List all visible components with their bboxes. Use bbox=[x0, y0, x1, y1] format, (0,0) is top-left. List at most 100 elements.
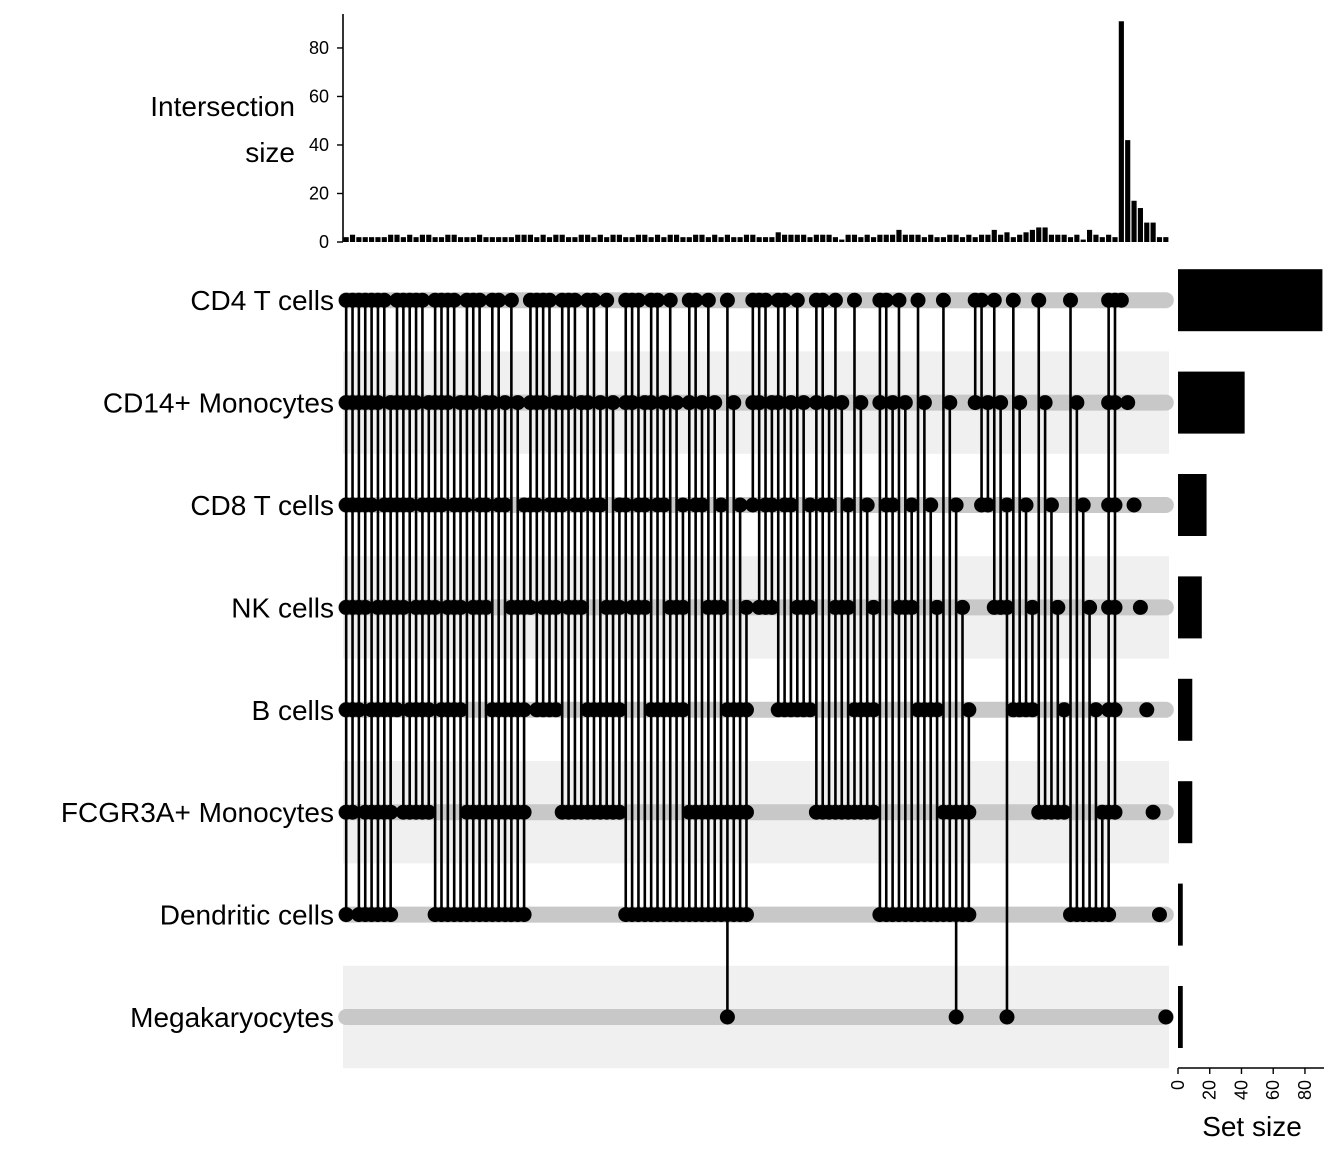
dot-8-4 bbox=[389, 702, 405, 718]
intersection-bar-80 bbox=[851, 234, 858, 242]
dot-18-4 bbox=[453, 702, 469, 718]
set-size-tick-label-40: 40 bbox=[1231, 1080, 1251, 1100]
intersection-bar-28 bbox=[521, 234, 527, 242]
dot-21-0 bbox=[472, 292, 488, 308]
dot-73-3 bbox=[802, 599, 818, 615]
dot-125-3 bbox=[1132, 599, 1148, 615]
dot-121-4 bbox=[1107, 702, 1123, 718]
intersection-bar-62 bbox=[737, 237, 743, 242]
intersection-bar-20 bbox=[470, 237, 476, 242]
intersection-bar-93 bbox=[934, 237, 940, 242]
intersection-bar-89 bbox=[909, 234, 915, 242]
dot-128-6 bbox=[1151, 907, 1167, 923]
intersection-bar-61 bbox=[731, 237, 737, 242]
intersection-bar-77 bbox=[832, 237, 838, 242]
dot-40-2 bbox=[592, 497, 608, 513]
intersection-bar-56 bbox=[699, 234, 705, 242]
dot-118-4 bbox=[1088, 702, 1104, 718]
dot-37-2 bbox=[573, 497, 589, 513]
dot-67-2 bbox=[764, 497, 780, 513]
set-size-bars bbox=[1178, 269, 1323, 1048]
dot-70-2 bbox=[783, 497, 799, 513]
intersection-bar-39 bbox=[591, 237, 597, 242]
dot-96-7 bbox=[948, 1009, 964, 1025]
intersection-bar-104 bbox=[1004, 232, 1010, 242]
intersection-axis-label-line-1: Intersection bbox=[150, 91, 295, 122]
intersection-bar-114 bbox=[1067, 237, 1074, 242]
dot-63-6 bbox=[738, 907, 754, 923]
dot-71-0 bbox=[789, 292, 805, 308]
intersection-bar-71 bbox=[794, 234, 800, 242]
dot-116-2 bbox=[1075, 497, 1091, 513]
set-labels: CD4 T cells CD14+ Monocytes CD8 T cells NK … bbox=[61, 285, 334, 1033]
dot-94-0 bbox=[935, 292, 951, 308]
dot-101-1 bbox=[980, 395, 996, 411]
dot-100-0 bbox=[974, 292, 990, 308]
intersection-bar-9 bbox=[400, 237, 406, 242]
intersection-bar-51 bbox=[667, 234, 673, 242]
dot-85-0 bbox=[878, 292, 894, 308]
dot-22-3 bbox=[478, 599, 494, 615]
intersection-bar-129 bbox=[1163, 237, 1169, 242]
intersection-bar-44 bbox=[623, 237, 629, 242]
dot-98-5 bbox=[961, 804, 977, 820]
dot-88-1 bbox=[897, 395, 913, 411]
set-label-2: CD8 T cells bbox=[190, 490, 334, 521]
dot-105-0 bbox=[1005, 292, 1021, 308]
dot-86-2 bbox=[885, 497, 901, 513]
dot-18-3 bbox=[453, 599, 469, 615]
intersection-bar-109 bbox=[1036, 227, 1042, 242]
intersection-bar-96 bbox=[953, 234, 959, 242]
dot-113-5 bbox=[1056, 804, 1072, 820]
intersection-bar-70 bbox=[788, 234, 794, 242]
intersection-bar-59 bbox=[718, 237, 724, 242]
intersection-size-axis: Intersection size 0 20 40 60 80 bbox=[150, 14, 344, 252]
dot-62-2 bbox=[732, 497, 748, 513]
intersection-bar-18 bbox=[457, 237, 464, 242]
intersection-bar-25 bbox=[502, 237, 508, 242]
dot-127-5 bbox=[1145, 804, 1161, 820]
dot-61-1 bbox=[726, 395, 742, 411]
intersection-bar-86 bbox=[890, 234, 896, 242]
intersection-bar-41 bbox=[604, 237, 610, 242]
intersection-bar-37 bbox=[578, 234, 584, 242]
intersection-bar-125 bbox=[1137, 208, 1143, 242]
intersection-bar-0 bbox=[343, 237, 349, 242]
intersection-bar-45 bbox=[629, 237, 635, 242]
dot-106-1 bbox=[1012, 395, 1028, 411]
intersection-bar-43 bbox=[616, 234, 622, 242]
dot-36-0 bbox=[567, 292, 583, 308]
intersection-bar-83 bbox=[870, 237, 877, 242]
intersection-bar-64 bbox=[750, 234, 756, 242]
intersection-bar-88 bbox=[902, 234, 908, 242]
dot-90-0 bbox=[910, 292, 926, 308]
set-size-tick-label-60: 60 bbox=[1263, 1080, 1283, 1100]
intersection-bar-68 bbox=[775, 232, 781, 242]
dot-50-2 bbox=[656, 497, 672, 513]
intersection-bar-87 bbox=[896, 229, 902, 242]
dot-28-4 bbox=[516, 702, 532, 718]
dot-43-5 bbox=[611, 804, 627, 820]
dot-7-5 bbox=[383, 804, 399, 820]
dot-33-3 bbox=[548, 599, 564, 615]
intersection-bar-10 bbox=[407, 234, 413, 242]
dot-13-5 bbox=[421, 804, 437, 820]
dot-80-0 bbox=[846, 292, 862, 308]
dot-9-3 bbox=[395, 599, 411, 615]
intersection-bar-34 bbox=[559, 234, 565, 242]
dot-92-2 bbox=[923, 497, 939, 513]
dot-43-4 bbox=[611, 702, 627, 718]
intersection-bar-52 bbox=[674, 234, 680, 242]
intersection-bar-127 bbox=[1150, 222, 1156, 242]
dot-67-3 bbox=[764, 599, 780, 615]
intersection-bar-85 bbox=[883, 234, 889, 242]
dot-93-3 bbox=[929, 599, 945, 615]
set-label-6: Dendritic cells bbox=[160, 900, 334, 931]
intersection-tick-label-40: 40 bbox=[309, 135, 329, 155]
dot-20-1 bbox=[465, 395, 481, 411]
intersection-axis-label-line-2: size bbox=[245, 137, 295, 168]
dot-107-2 bbox=[1018, 497, 1034, 513]
intersection-bar-63 bbox=[743, 234, 750, 242]
dot-1-5 bbox=[345, 804, 361, 820]
dot-121-5 bbox=[1107, 804, 1123, 820]
